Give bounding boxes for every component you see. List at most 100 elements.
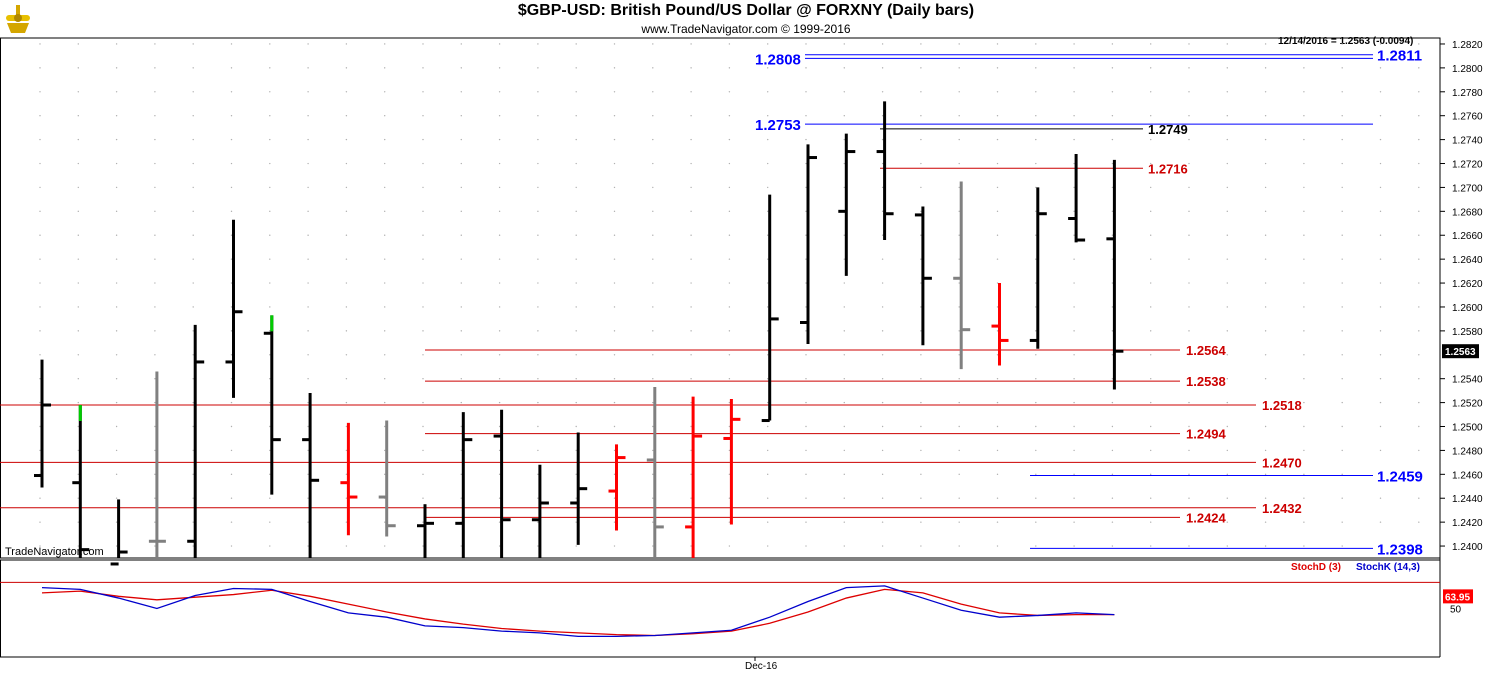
grid-dot [1341,449,1343,452]
grid-dot [881,43,884,45]
last-price-box [1442,344,1479,359]
grid-dot [728,401,731,404]
grid-dot [115,258,118,260]
grid-dot [1226,91,1229,93]
grid-dot [613,473,616,476]
grid-dot [230,354,233,356]
grid-dot [1341,138,1343,141]
grid-dot [805,473,807,476]
grid-dot [498,186,501,189]
grid-dot [384,473,386,476]
grid-dot [115,377,118,380]
grid-dot [192,354,194,356]
grid-dot [728,425,731,428]
grid-dot [1073,258,1075,260]
grid-dot [690,282,692,284]
grid-dot [575,449,577,452]
grid-dot [881,401,884,404]
grid-dot [690,306,692,308]
grid-dot [1418,401,1420,404]
grid-dot [613,521,616,523]
grid-dot [39,186,41,189]
grid-dot [1188,425,1190,428]
grid-dot [920,210,922,213]
grid-dot [1226,162,1229,165]
grid-dot [1188,162,1190,165]
grid-dot [1035,401,1037,404]
grid-dot [39,162,41,165]
grid-dot [996,186,999,189]
grid-dot [1188,234,1190,236]
grid-dot [1379,67,1382,69]
grid-dot [307,234,309,236]
grid-dot [1226,401,1229,404]
grid-dot [843,473,845,476]
grid-dot [652,545,654,547]
grid-dot [1264,497,1267,499]
grid-dot [881,258,884,260]
grid-dot [996,425,999,428]
grid-dot [537,258,539,260]
grid-dot [575,425,577,428]
grid-dot [690,449,692,452]
grid-dot [958,377,960,380]
grid-dot [958,521,960,523]
y-tick-label: 1.2460 [1452,470,1483,481]
grid-dot [1111,67,1114,69]
grid-dot [1150,115,1152,117]
level-label: 1.2494 [1186,427,1227,442]
grid-dot [39,306,41,308]
grid-dot [269,115,271,117]
grid-dot [537,115,539,117]
grid-dot [192,162,194,165]
grid-dot [1226,258,1229,260]
grid-dot [613,234,616,236]
grid-dot [1073,210,1075,213]
grid-dot [307,282,309,284]
grid-dot [154,521,156,523]
grid-dot [307,545,309,547]
grid-dot [920,162,922,165]
stoch-k-line [41,585,1115,637]
grid-dot [345,186,348,189]
grid-dot [1035,91,1037,93]
grid-dot [652,234,654,236]
grid-dot [690,354,692,356]
grid-dot [1111,473,1114,476]
grid-dot [767,115,769,117]
grid-dot [154,162,156,165]
grid-dot [728,330,731,332]
logo [6,5,30,33]
grid-dot [1418,377,1420,380]
grid-dot [996,354,999,356]
grid-dot [690,401,692,404]
grid-dot [1226,354,1229,356]
grid-dot [881,330,884,332]
grid-dot [269,473,271,476]
grid-dot [1379,545,1382,547]
grid-dot [1341,497,1343,499]
grid-dot [460,425,462,428]
grid-dot [1303,67,1305,69]
grid-dot [881,162,884,165]
grid-dot [39,545,41,547]
grid-dot [805,521,807,523]
grid-dot [805,91,807,93]
grid-dot [77,234,80,236]
grid-dot [307,497,309,499]
grid-dot [843,401,845,404]
grid-dot [843,521,845,523]
grid-dot [1150,210,1152,213]
grid-dot [1035,354,1037,356]
grid-dot [115,449,118,452]
grid-dot [1379,473,1382,476]
level-label: 1.2564 [1186,343,1227,358]
grid-dot [728,234,731,236]
grid-dot [575,186,577,189]
grid-dot [1035,162,1037,165]
grid-dot [767,186,769,189]
grid-dot [39,521,41,523]
grid-dot [767,138,769,141]
grid-dot [1303,138,1305,141]
grid-dot [613,330,616,332]
